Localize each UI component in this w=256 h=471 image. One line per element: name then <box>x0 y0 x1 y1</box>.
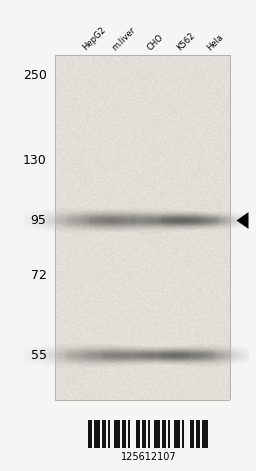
Text: 130: 130 <box>23 154 47 167</box>
Polygon shape <box>237 212 249 229</box>
Text: 250: 250 <box>23 69 47 82</box>
Text: 95: 95 <box>31 214 47 227</box>
Text: 125612107: 125612107 <box>121 453 176 463</box>
Text: 55: 55 <box>30 349 47 362</box>
Text: CHO: CHO <box>145 33 165 52</box>
Text: Hela: Hela <box>206 32 225 52</box>
Text: m.liver: m.liver <box>111 25 137 52</box>
Text: HepG2: HepG2 <box>80 26 107 52</box>
Text: 72: 72 <box>31 269 47 282</box>
Text: K562: K562 <box>176 31 197 52</box>
